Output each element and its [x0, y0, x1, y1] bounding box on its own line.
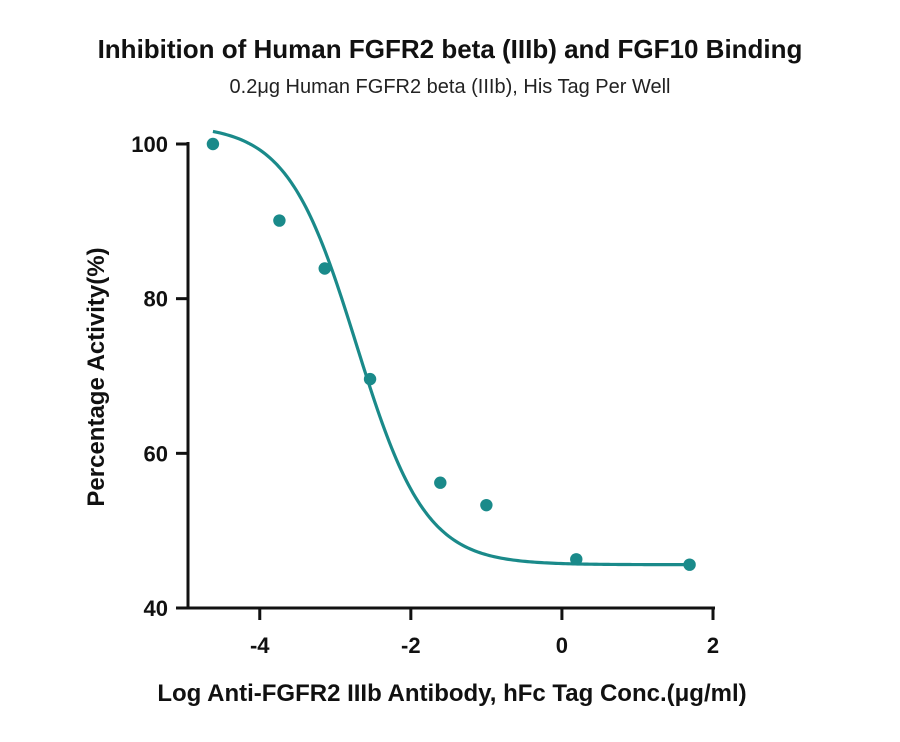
x-tick-label: 0 [556, 633, 568, 658]
data-points [206, 137, 696, 571]
y-axis-label: Percentage Activity(%) [83, 247, 110, 506]
x-tick-label: -4 [250, 633, 270, 658]
x-tick-label: 2 [707, 633, 719, 658]
data-point [683, 558, 696, 571]
chart-title: Inhibition of Human FGFR2 beta (IIIb) an… [97, 34, 803, 64]
data-point [206, 137, 220, 151]
y-tick-label: 80 [144, 287, 168, 312]
data-point [434, 476, 447, 489]
fit-curve-layer [212, 129, 690, 567]
data-point [318, 262, 331, 275]
axes: 40 60 80 100 -4 -2 0 2 [131, 132, 719, 658]
data-point [570, 553, 583, 566]
x-tick-label: -2 [401, 633, 421, 658]
y-tick-label: 40 [144, 596, 168, 621]
y-tick-label: 60 [144, 441, 168, 466]
data-point [480, 498, 493, 512]
data-point [363, 372, 377, 386]
data-point [273, 214, 286, 227]
x-axis-label: Log Anti-FGFR2 IIIb Antibody, hFc Tag Co… [157, 680, 746, 707]
fit-curve [212, 129, 690, 567]
y-tick-label: 100 [131, 132, 168, 157]
chart-subtitle: 0.2μg Human FGFR2 beta (IIIb), His Tag P… [229, 76, 671, 98]
